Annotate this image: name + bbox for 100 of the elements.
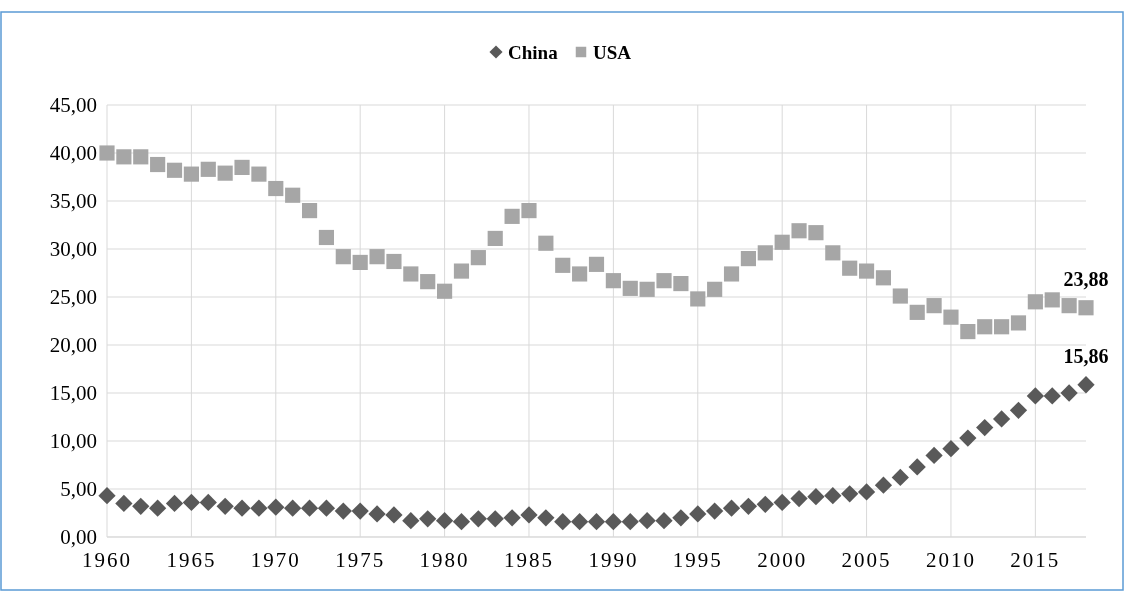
point — [960, 323, 976, 340]
point — [1027, 294, 1043, 310]
point — [977, 319, 993, 335]
point — [1077, 376, 1095, 394]
point — [622, 280, 638, 296]
point — [572, 266, 588, 282]
point — [284, 499, 302, 517]
point — [1044, 292, 1060, 308]
point — [757, 245, 773, 261]
point — [739, 497, 758, 515]
point — [334, 502, 352, 520]
x-tick-label: 1960 — [82, 548, 132, 572]
point — [875, 270, 892, 286]
point — [858, 263, 875, 279]
x-tick-label: 1965 — [166, 548, 217, 572]
point — [199, 493, 217, 512]
point — [335, 249, 351, 265]
point — [183, 166, 199, 182]
point — [1078, 300, 1094, 316]
point — [520, 506, 538, 524]
point — [992, 410, 1011, 428]
point — [369, 249, 385, 265]
point — [959, 429, 977, 447]
point — [842, 260, 858, 276]
point — [773, 493, 791, 512]
point — [892, 288, 908, 304]
y-tick-label: 5,00 — [60, 477, 97, 502]
point — [1009, 401, 1028, 419]
legend-label: USA — [593, 41, 632, 63]
x-tick-label: 1975 — [335, 548, 386, 572]
point — [166, 162, 183, 178]
point — [115, 494, 133, 513]
point — [604, 513, 623, 531]
point — [825, 245, 841, 261]
point — [234, 159, 250, 175]
point — [909, 304, 925, 320]
point — [756, 495, 774, 513]
y-tick-label: 30,00 — [49, 237, 97, 262]
point — [1043, 387, 1061, 405]
point — [133, 149, 149, 165]
point — [403, 266, 419, 282]
x-tick-label: 1980 — [419, 548, 470, 572]
point — [891, 468, 909, 487]
x-tick-label: 1995 — [672, 548, 723, 572]
point — [420, 274, 436, 290]
point — [689, 505, 707, 523]
point — [1060, 384, 1078, 402]
point — [537, 509, 555, 527]
point — [317, 499, 336, 517]
point — [807, 488, 825, 506]
point — [486, 510, 504, 528]
point — [942, 440, 960, 458]
x-tick-label: 1985 — [503, 548, 554, 572]
point — [453, 263, 470, 279]
point — [386, 253, 402, 270]
point — [469, 510, 487, 528]
point — [723, 266, 740, 282]
point — [165, 494, 184, 513]
data-label: 23,88 — [1063, 267, 1109, 290]
y-tick-label: 20,00 — [49, 333, 97, 358]
x-tick-label: 2010 — [925, 548, 976, 572]
point — [437, 283, 453, 299]
x-tick-label: 2015 — [1010, 548, 1061, 572]
y-tick-label: 10,00 — [49, 429, 97, 454]
point — [419, 510, 437, 528]
point — [150, 156, 166, 173]
point — [132, 497, 150, 515]
point — [621, 513, 639, 531]
point — [605, 273, 621, 289]
point — [487, 230, 503, 247]
point — [268, 180, 284, 197]
point — [638, 512, 656, 530]
point — [706, 502, 724, 520]
point — [267, 498, 285, 516]
point — [908, 458, 926, 476]
point — [639, 281, 655, 297]
x-tick-label: 2005 — [841, 548, 892, 572]
point — [824, 487, 842, 505]
point — [1026, 387, 1044, 405]
point — [301, 203, 318, 219]
point — [402, 512, 420, 530]
point — [790, 489, 808, 508]
point — [368, 505, 386, 523]
point — [808, 225, 824, 241]
point — [251, 166, 267, 182]
point — [285, 187, 301, 203]
point — [555, 257, 571, 273]
point — [722, 499, 741, 517]
point — [570, 513, 589, 531]
point — [672, 509, 690, 527]
y-tick-label: 25,00 — [49, 285, 97, 310]
point — [470, 250, 486, 266]
point — [250, 499, 268, 517]
point — [994, 319, 1010, 335]
point — [352, 254, 368, 271]
point — [740, 251, 756, 267]
point — [385, 506, 403, 524]
point — [98, 487, 116, 505]
point — [435, 512, 454, 530]
point — [874, 476, 893, 494]
